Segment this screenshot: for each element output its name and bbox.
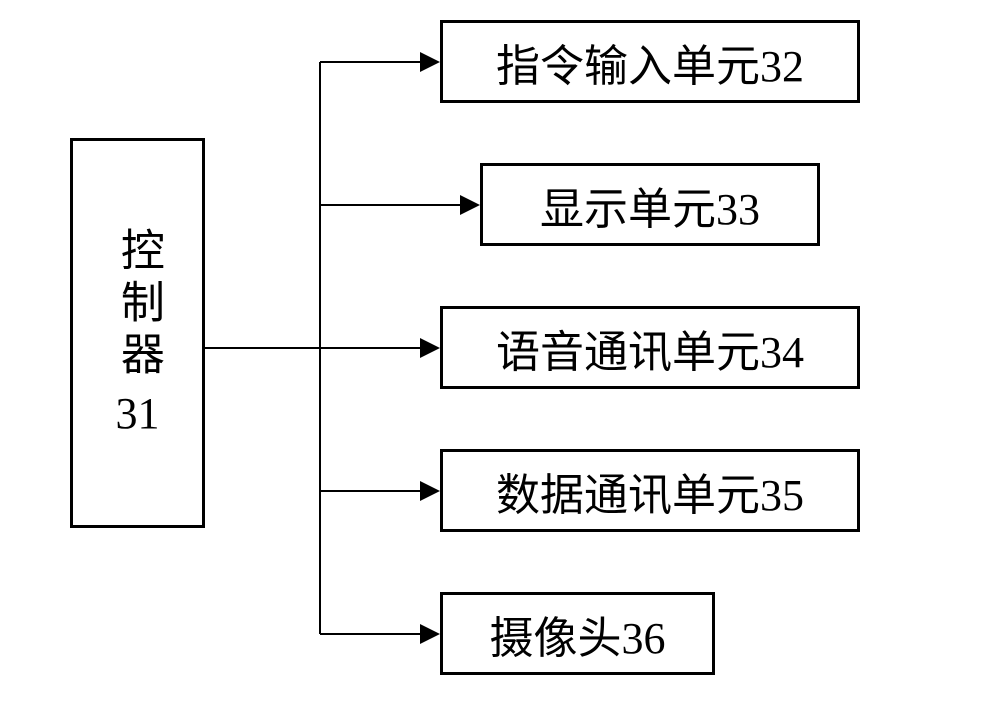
controller-node: 控制器 31	[70, 138, 205, 528]
unit-node-3: 数据通讯单元35	[440, 449, 860, 532]
block-diagram: 控制器 31 指令输入单元32 显示单元33 语音通讯单元34 数据通讯单元35 摄像头…	[0, 0, 1000, 717]
controller-label: 控制器	[111, 227, 164, 383]
unit-node-2: 语音通讯单元34	[440, 306, 860, 389]
controller-number: 31	[116, 388, 160, 439]
unit-node-0: 指令输入单元32	[440, 20, 860, 103]
unit-node-1: 显示单元33	[480, 163, 820, 246]
unit-node-4: 摄像头36	[440, 592, 715, 675]
